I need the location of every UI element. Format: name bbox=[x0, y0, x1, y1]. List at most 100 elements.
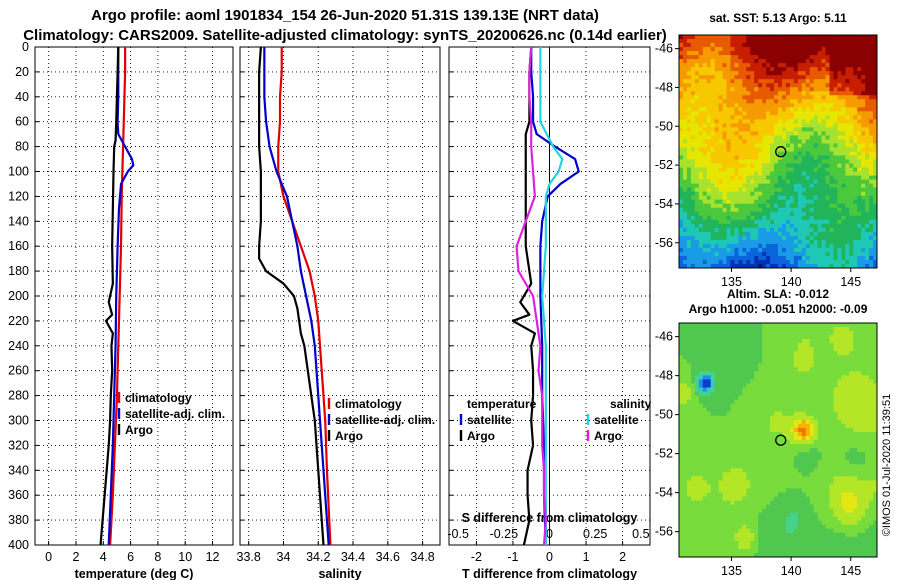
sst-cell bbox=[785, 91, 791, 96]
sla-cell bbox=[817, 431, 823, 437]
sla-cell bbox=[694, 391, 700, 397]
sst-cell bbox=[857, 35, 862, 40]
sla-cell bbox=[750, 407, 755, 413]
sst-cell bbox=[813, 119, 819, 124]
sla-cell bbox=[841, 359, 846, 364]
sst-cell bbox=[762, 123, 767, 128]
sla-cell bbox=[781, 435, 787, 441]
sla-cell bbox=[841, 403, 846, 409]
sst-cell bbox=[754, 67, 759, 72]
sst-cell bbox=[833, 135, 838, 140]
sla-cell bbox=[742, 367, 747, 372]
sst-cell bbox=[813, 159, 819, 165]
sla-cell bbox=[686, 391, 692, 397]
sst-cell bbox=[690, 71, 696, 76]
sst-cell bbox=[742, 63, 747, 68]
sla-cell bbox=[857, 395, 862, 401]
sla-cell bbox=[702, 444, 708, 449]
sla-cell bbox=[801, 440, 807, 445]
sla-cell bbox=[714, 407, 720, 413]
sla-cell bbox=[845, 331, 850, 336]
sst-cell bbox=[730, 119, 735, 124]
sst-cell bbox=[750, 175, 755, 181]
sla-cell bbox=[710, 407, 716, 413]
sla-cell bbox=[809, 387, 815, 393]
sst-cell bbox=[809, 139, 815, 144]
sla-cell bbox=[738, 323, 743, 328]
sst-cell bbox=[754, 219, 759, 225]
sst-cell bbox=[686, 135, 692, 140]
sst-cell bbox=[686, 99, 692, 104]
sla-cell bbox=[718, 440, 724, 445]
sst-cell bbox=[797, 63, 803, 68]
sla-cell bbox=[686, 444, 692, 449]
sst-cell bbox=[706, 215, 712, 221]
sla-cell bbox=[813, 452, 819, 457]
sst-cell bbox=[837, 63, 842, 68]
sla-cell bbox=[849, 379, 854, 385]
sla-cell bbox=[702, 448, 708, 453]
sst-cell bbox=[694, 207, 700, 213]
sst-cell bbox=[785, 107, 791, 112]
sla-cell bbox=[758, 367, 763, 372]
sla-cell bbox=[730, 323, 735, 328]
sst-cell bbox=[861, 207, 866, 213]
sla-cell bbox=[726, 395, 731, 401]
sst-cell bbox=[857, 59, 862, 64]
sst-cell bbox=[694, 79, 700, 84]
sst-cell bbox=[837, 159, 842, 165]
sst-cell bbox=[789, 51, 795, 56]
sst-cell bbox=[797, 127, 803, 132]
sla-cell bbox=[710, 444, 716, 449]
sla-cell bbox=[837, 460, 842, 465]
sla-cell bbox=[813, 440, 819, 445]
sst-cell bbox=[762, 203, 767, 209]
sst-cell bbox=[722, 183, 728, 189]
sst-cell bbox=[809, 135, 815, 140]
sst-cell bbox=[845, 263, 850, 269]
sla-cell bbox=[857, 383, 862, 389]
sst-cell bbox=[793, 79, 799, 84]
sla-cell bbox=[873, 419, 878, 425]
sst-cell bbox=[738, 199, 743, 205]
sla-cell bbox=[690, 395, 696, 401]
sla-cell bbox=[797, 419, 803, 425]
sla-cell bbox=[694, 444, 700, 449]
sst-cell bbox=[758, 203, 763, 209]
sla-cell bbox=[710, 379, 716, 385]
sst-cell bbox=[718, 75, 724, 80]
sst-cell bbox=[702, 151, 708, 157]
sst-cell bbox=[837, 35, 842, 40]
sst-cell bbox=[873, 215, 878, 221]
sst-cell bbox=[789, 135, 795, 140]
sst-cell bbox=[821, 95, 827, 100]
sla-cell bbox=[865, 347, 870, 352]
sst-cell bbox=[833, 151, 838, 157]
sst-cell bbox=[766, 199, 771, 205]
sst-cell bbox=[817, 35, 823, 40]
sla-cell bbox=[770, 323, 775, 328]
sla-cell bbox=[781, 363, 787, 368]
sla-cell bbox=[837, 423, 842, 429]
sla-cell bbox=[742, 331, 747, 336]
sst-cell bbox=[837, 179, 842, 185]
sla-cell bbox=[750, 468, 755, 473]
sla-cell bbox=[710, 456, 716, 461]
sst-cell bbox=[865, 251, 870, 257]
sst-cell bbox=[686, 175, 692, 181]
sst-cell bbox=[869, 67, 874, 72]
sla-cell bbox=[750, 331, 755, 336]
sla-cell bbox=[734, 339, 739, 344]
sla-cell bbox=[679, 415, 684, 421]
sst-cell bbox=[718, 223, 724, 229]
sst-cell bbox=[825, 171, 830, 177]
sst-cell bbox=[706, 179, 712, 185]
sla-cell bbox=[742, 371, 747, 376]
sla-cell bbox=[833, 331, 838, 336]
sla-cell bbox=[825, 444, 830, 449]
sst-cell bbox=[738, 151, 743, 157]
sla-cell bbox=[821, 411, 827, 417]
sst-cell bbox=[845, 231, 850, 237]
sla-cell bbox=[829, 327, 834, 332]
sst-cell bbox=[690, 187, 696, 193]
